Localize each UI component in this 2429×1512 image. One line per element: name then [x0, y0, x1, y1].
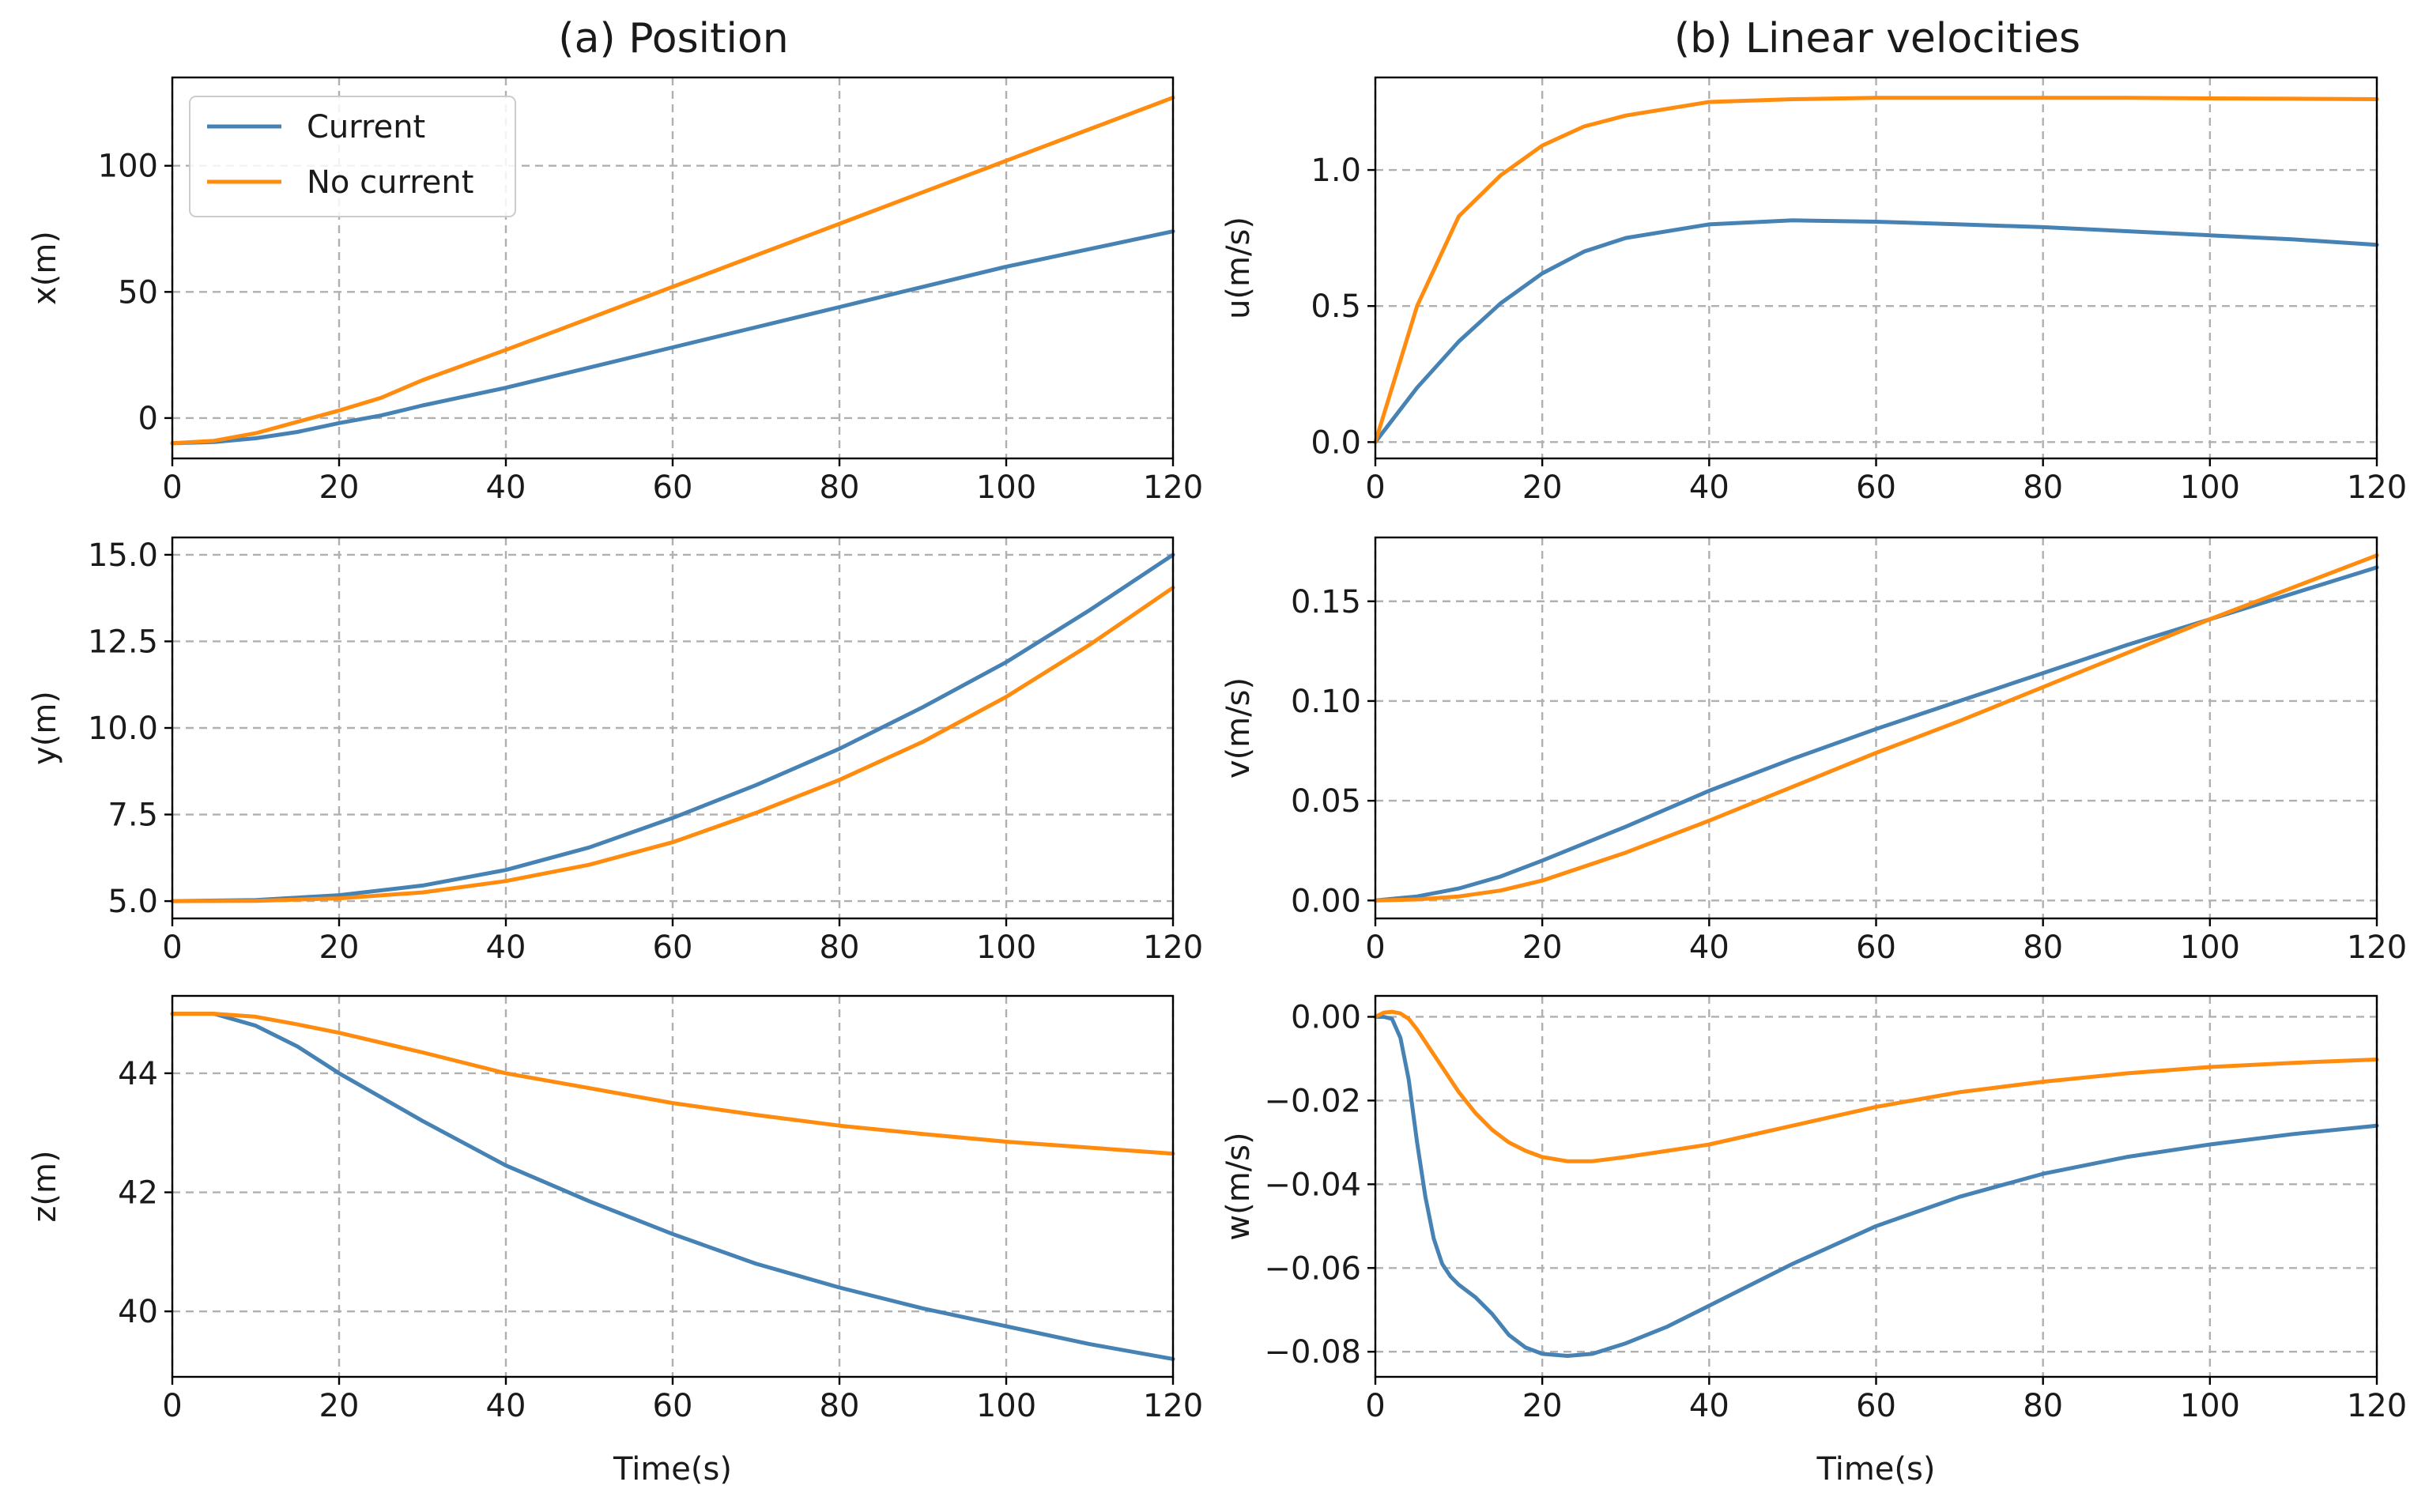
y-axis-label: w(m/s): [1220, 1132, 1257, 1240]
series-line-no-current-u: [1373, 96, 2379, 444]
x-tick-label: 120: [1143, 1388, 1203, 1424]
panel-x: 0 20 40 60 80 100 120 0 50 100 x(m) Current No curre…: [27, 76, 1203, 506]
panel-u: 0 20 40 60 80 100 120 0.0 0.5 1.0 u(m/s): [1220, 76, 2407, 506]
x-tick-label: 100: [976, 929, 1036, 966]
panel-w: 0 20 40 60 80 100 120 −0.08 −0.06 −0.04 −0.02 0.00 w…: [1220, 994, 2407, 1487]
x-tick-label: 120: [1143, 929, 1203, 966]
panel-v: 0 20 40 60 80 100 120 0.00 0.05 0.10 0.15 v(m/s): [1220, 536, 2407, 966]
x-tick-label: 120: [2347, 929, 2407, 966]
x-tick-label: 20: [319, 929, 360, 966]
series-line-no-current-w: [1373, 1009, 2379, 1163]
y-tick-label: 1.0: [1311, 153, 1361, 189]
y-tick-label: 42: [118, 1175, 158, 1212]
x-tick-label: 0: [162, 1388, 182, 1424]
x-axis-label: Time(s): [613, 1451, 732, 1487]
series-line-current-z: [170, 1012, 1175, 1361]
x-tick-label: 80: [820, 929, 860, 966]
series-line-current-v: [1373, 565, 2379, 903]
series-line-current-w: [1373, 1015, 2379, 1358]
legend-label-no-current: No current: [307, 164, 473, 201]
x-tick-label: 0: [1365, 469, 1385, 506]
x-tick-label: 100: [976, 469, 1036, 506]
x-tick-label: 20: [1522, 469, 1563, 506]
y-axis-label: z(m): [27, 1150, 63, 1222]
series-line-no-current-v: [1373, 553, 2379, 903]
x-tick-label: 80: [820, 1388, 860, 1424]
series-line-no-current-x: [170, 96, 1175, 446]
x-tick-label: 60: [653, 929, 693, 966]
y-tick-label: 0.0: [1311, 424, 1361, 461]
x-tick-label: 40: [486, 469, 526, 506]
x-tick-label: 100: [2180, 929, 2240, 966]
y-tick-label: 0: [138, 401, 158, 437]
x-tick-label: 100: [2180, 469, 2240, 506]
x-tick-label: 100: [2180, 1388, 2240, 1424]
x-tick-label: 100: [976, 1388, 1036, 1424]
x-tick-label: 120: [2347, 1388, 2407, 1424]
y-tick-label: 15.0: [88, 537, 158, 574]
x-axis-label: Time(s): [1816, 1451, 1936, 1487]
y-tick-label: −0.06: [1264, 1250, 1361, 1287]
title-linear-velocities: (b) Linear velocities: [1674, 15, 2080, 62]
x-tick-label: 60: [1856, 469, 1896, 506]
series-line-current-u: [1373, 218, 2379, 444]
series-line-current-x: [170, 229, 1175, 446]
panel-y: 0 20 40 60 80 100 120 5.0 7.5 10.0 12.5 15.0 y(m): [27, 536, 1203, 966]
x-tick-label: 80: [820, 469, 860, 506]
title-position: (a) Position: [558, 15, 788, 62]
x-tick-label: 60: [653, 469, 693, 506]
y-tick-label: 40: [118, 1294, 158, 1330]
x-tick-label: 20: [1522, 929, 1563, 966]
x-tick-label: 40: [1689, 929, 1729, 966]
y-tick-label: 12.5: [88, 624, 158, 660]
legend: Current No current: [189, 96, 516, 217]
y-axis-label: u(m/s): [1220, 217, 1257, 319]
y-tick-label: 0.00: [1291, 999, 1361, 1035]
y-tick-label: −0.08: [1264, 1334, 1361, 1371]
series-line-no-current-z: [170, 1012, 1175, 1156]
x-tick-label: 80: [2023, 469, 2063, 506]
x-tick-label: 40: [1689, 1388, 1729, 1424]
x-tick-label: 60: [653, 1388, 693, 1424]
y-tick-label: 44: [118, 1056, 158, 1092]
y-tick-label: 0.15: [1291, 584, 1361, 620]
x-tick-label: 0: [162, 929, 182, 966]
x-tick-label: 40: [486, 929, 526, 966]
panels: 0 20 40 60 80 100 120 0 50 100 x(m) Current No curre…: [27, 76, 2407, 1487]
y-tick-label: 0.00: [1291, 883, 1361, 919]
x-tick-label: 40: [1689, 469, 1729, 506]
x-tick-label: 120: [1143, 469, 1203, 506]
series-line-current-y: [170, 552, 1175, 903]
x-tick-label: 20: [1522, 1388, 1563, 1424]
y-axis-label: v(m/s): [1220, 677, 1257, 779]
y-tick-label: 5.0: [107, 884, 158, 920]
y-tick-label: 100: [98, 149, 158, 185]
y-tick-label: 0.05: [1291, 783, 1361, 820]
y-tick-label: 50: [118, 274, 158, 311]
y-tick-label: −0.04: [1264, 1167, 1361, 1203]
x-tick-label: 20: [319, 469, 360, 506]
y-tick-label: 0.10: [1291, 684, 1361, 720]
y-axis-label: y(m): [27, 691, 63, 765]
x-tick-label: 80: [2023, 929, 2063, 966]
x-tick-label: 0: [1365, 1388, 1385, 1424]
series-line-no-current-y: [170, 586, 1175, 903]
x-tick-label: 60: [1856, 929, 1896, 966]
x-tick-label: 60: [1856, 1388, 1896, 1424]
x-tick-label: 0: [1365, 929, 1385, 966]
y-axis-label: x(m): [27, 231, 63, 305]
y-tick-label: −0.02: [1264, 1083, 1361, 1119]
x-tick-label: 120: [2347, 469, 2407, 506]
x-tick-label: 80: [2023, 1388, 2063, 1424]
y-tick-label: 7.5: [107, 797, 158, 834]
legend-label-current: Current: [307, 109, 425, 145]
x-tick-label: 20: [319, 1388, 360, 1424]
panel-z: 0 20 40 60 80 100 120 40 42 44 z(m) Time(s): [27, 994, 1203, 1487]
x-tick-label: 0: [162, 469, 182, 506]
y-tick-label: 0.5: [1311, 288, 1361, 325]
y-tick-label: 10.0: [88, 711, 158, 747]
x-tick-label: 40: [486, 1388, 526, 1424]
